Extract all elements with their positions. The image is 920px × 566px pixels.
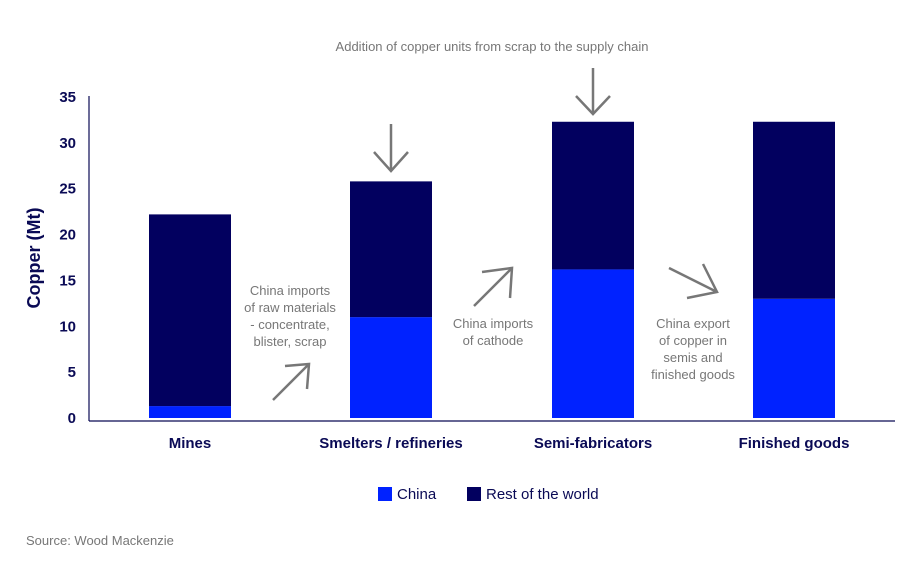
arrow-up-right-icon [272, 362, 311, 401]
legend: China Rest of the world [378, 486, 599, 503]
bar-china [149, 406, 231, 418]
bar-china [552, 269, 634, 418]
y-tick-label: 35 [59, 89, 76, 106]
bar-rest-of-world [350, 181, 432, 318]
y-tick-label: 30 [59, 135, 76, 152]
y-tick-label: 10 [59, 318, 76, 335]
annotation-line: blister, scrap [254, 334, 327, 349]
annotation-line: of raw materials [244, 300, 336, 315]
y-tick-label: 20 [59, 227, 76, 244]
source-note: Source: Wood Mackenzie [26, 533, 174, 548]
arrow-down-icon [575, 68, 611, 116]
y-tick-label: 25 [59, 181, 76, 198]
arrow-down-right-icon [668, 263, 719, 300]
annotation-line: China export [656, 316, 730, 331]
legend-label-china: China [397, 486, 437, 503]
legend-swatch-rest-of-world [467, 487, 481, 501]
y-axis-label: Copper (Mt) [24, 208, 44, 309]
annotation-cathode: China imports of cathode [453, 316, 534, 348]
bar-rest-of-world [753, 121, 835, 299]
x-tick-label: Finished goods [739, 435, 850, 452]
annotation-line: - concentrate, [250, 317, 330, 332]
x-tick-label: Mines [169, 435, 212, 452]
annotation-export: China export of copper in semis and finishe… [651, 316, 735, 382]
legend-swatch-china [378, 487, 392, 501]
annotation-line: China imports [250, 283, 331, 298]
y-tick-label: 0 [68, 410, 76, 427]
annotation-line: of copper in [659, 333, 727, 348]
x-tick-label: Smelters / refineries [319, 435, 462, 452]
arrow-up-right-icon [473, 266, 514, 307]
annotation-line: of cathode [463, 333, 524, 348]
annotation-raw-materials: China imports of raw materials - concentra… [244, 283, 336, 349]
arrow-down-icon [373, 124, 409, 173]
x-tick-label: Semi-fabricators [534, 435, 652, 452]
bar-rest-of-world [552, 121, 634, 270]
annotation-scrap: Addition of copper units from scrap to t… [336, 39, 649, 54]
legend-label-rest-of-world: Rest of the world [486, 486, 599, 503]
bar-china [350, 317, 432, 418]
bar-rest-of-world [149, 214, 231, 407]
y-tick-label: 5 [68, 364, 76, 381]
annotation-line: China imports [453, 316, 534, 331]
bar-china [753, 298, 835, 418]
annotation-line: semis and [663, 350, 722, 365]
annotation-line: finished goods [651, 367, 735, 382]
y-tick-label: 15 [59, 272, 76, 289]
